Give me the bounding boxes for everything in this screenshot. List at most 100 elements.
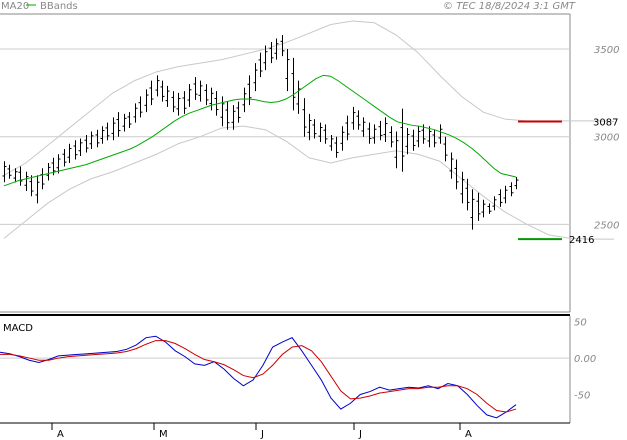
price-bar <box>280 35 285 57</box>
price-bar <box>253 63 258 92</box>
price-tick-label: 2500 <box>594 220 619 231</box>
price-bar <box>122 113 127 132</box>
macd-tick-label: 0.00 <box>574 354 596 365</box>
price-bar <box>361 117 366 137</box>
price-bar <box>7 164 12 179</box>
price-bar <box>438 124 443 144</box>
price-bar <box>242 87 247 113</box>
grid-layer <box>0 48 570 359</box>
price-bar <box>46 163 51 181</box>
price-bar <box>209 87 214 111</box>
month-label: J <box>260 429 264 440</box>
price-bar <box>56 154 61 174</box>
price-bar <box>220 96 225 127</box>
price-bar <box>18 166 23 186</box>
copyright-text: © TEC 18/8/2024 3:1 GMT <box>443 1 576 12</box>
price-bar <box>498 189 503 207</box>
macd-series-line <box>0 335 517 419</box>
price-bar <box>84 134 89 153</box>
price-bar <box>198 80 203 102</box>
bb-upper-line <box>3 20 615 176</box>
price-bar <box>13 168 18 183</box>
month-label: A <box>57 429 64 440</box>
price-bar <box>449 152 454 179</box>
price-bar <box>2 161 7 183</box>
legend-ma20: MA20 <box>1 1 29 12</box>
month-label: M <box>159 429 168 440</box>
price-bar <box>503 185 508 204</box>
price-bar <box>470 189 475 230</box>
price-tick-label: 3500 <box>594 45 619 56</box>
price-bar <box>411 129 416 151</box>
price-bar <box>400 108 405 172</box>
price-bar <box>73 140 78 160</box>
price-bar <box>432 129 437 148</box>
price-bar <box>367 122 372 144</box>
price-bar <box>193 77 198 100</box>
price-bar <box>302 98 307 137</box>
price-bar <box>116 112 121 137</box>
price-bar <box>383 117 388 142</box>
ma20-line-group <box>3 74 517 187</box>
signal-series-line <box>0 340 517 413</box>
price-bar <box>78 138 83 156</box>
price-bar <box>247 75 252 106</box>
price-bar <box>416 126 421 148</box>
price-bar <box>111 117 116 141</box>
price-bar <box>291 57 296 111</box>
price-bar <box>334 136 339 158</box>
price-bar <box>356 110 361 130</box>
price-bar <box>351 106 356 130</box>
price-bar <box>476 192 481 221</box>
price-bar <box>389 126 394 148</box>
macd-panel: MACD <box>0 316 571 424</box>
price-bar <box>155 75 160 97</box>
price-bar <box>329 134 334 151</box>
price-bar <box>345 115 350 141</box>
macd-tick-label: 50 <box>574 318 587 329</box>
price-bar <box>378 120 383 141</box>
price-bar <box>318 122 323 142</box>
bollinger-bands <box>3 20 615 240</box>
price-bar <box>144 89 149 113</box>
price-bar <box>269 42 274 64</box>
price-bar <box>340 126 345 151</box>
price-bar <box>187 84 192 107</box>
price-tick-label: 3000 <box>594 133 619 144</box>
price-bar <box>105 122 110 141</box>
price-bar <box>67 143 72 163</box>
price-bar <box>176 92 181 116</box>
price-bar <box>285 49 290 92</box>
resistance-level-label: 3087 <box>593 117 618 128</box>
price-bar <box>465 178 470 211</box>
month-label: A <box>465 429 472 440</box>
price-bar <box>171 91 176 113</box>
price-bar <box>274 38 279 60</box>
support-level-label: 2416 <box>569 235 594 246</box>
price-bar <box>165 85 170 107</box>
price-bar <box>454 159 459 190</box>
price-bar <box>62 148 67 167</box>
price-panel <box>0 13 571 313</box>
price-bar <box>138 96 143 118</box>
price-bar <box>133 103 138 123</box>
price-bar <box>127 112 132 128</box>
price-bar <box>460 171 465 204</box>
price-bar <box>182 91 187 114</box>
price-bar <box>296 80 301 114</box>
price-bar <box>372 124 377 144</box>
price-bar <box>509 182 514 197</box>
price-bar <box>89 131 94 149</box>
price-bar <box>421 124 426 144</box>
macd-panel-title: MACD <box>3 323 33 334</box>
bb-lower-line <box>3 125 615 240</box>
price-levels: 3087 2416 <box>518 117 618 246</box>
macd-lines <box>0 335 517 419</box>
macd-tick-label: -50 <box>574 391 590 402</box>
price-bar <box>307 113 312 141</box>
price-bar <box>225 101 230 130</box>
price-bar <box>149 80 154 106</box>
price-bar <box>24 171 29 192</box>
